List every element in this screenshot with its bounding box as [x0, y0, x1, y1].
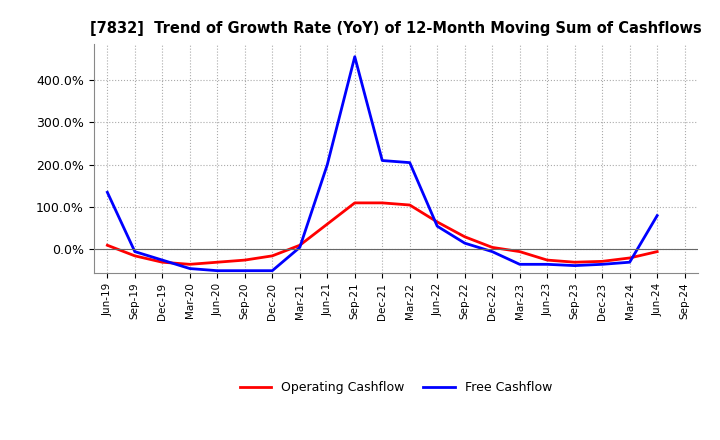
- Operating Cashflow: [103, 242, 112, 248]
- Legend: Operating Cashflow, Free Cashflow: Operating Cashflow, Free Cashflow: [235, 376, 557, 399]
- Free Cashflow: [488, 249, 497, 254]
- Free Cashflow: [130, 249, 139, 254]
- Operating Cashflow: [268, 253, 276, 258]
- Free Cashflow: [351, 54, 359, 59]
- Operating Cashflow: [570, 260, 579, 265]
- Free Cashflow: [103, 190, 112, 195]
- Free Cashflow: [240, 268, 249, 273]
- Free Cashflow: [405, 160, 414, 165]
- Free Cashflow: [186, 266, 194, 271]
- Free Cashflow: [295, 245, 304, 250]
- Operating Cashflow: [323, 221, 332, 227]
- Free Cashflow: [460, 241, 469, 246]
- Operating Cashflow: [378, 200, 387, 205]
- Operating Cashflow: [213, 260, 222, 265]
- Line: Free Cashflow: Free Cashflow: [107, 57, 657, 271]
- Operating Cashflow: [543, 257, 552, 263]
- Free Cashflow: [653, 213, 662, 218]
- Title: [7832]  Trend of Growth Rate (YoY) of 12-Month Moving Sum of Cashflows: [7832] Trend of Growth Rate (YoY) of 12-…: [90, 21, 702, 36]
- Free Cashflow: [323, 162, 332, 167]
- Operating Cashflow: [130, 253, 139, 258]
- Operating Cashflow: [460, 234, 469, 239]
- Free Cashflow: [433, 224, 441, 229]
- Operating Cashflow: [516, 249, 524, 254]
- Operating Cashflow: [405, 202, 414, 208]
- Free Cashflow: [543, 262, 552, 267]
- Operating Cashflow: [351, 200, 359, 205]
- Operating Cashflow: [240, 257, 249, 263]
- Free Cashflow: [570, 263, 579, 268]
- Operating Cashflow: [158, 260, 166, 265]
- Line: Operating Cashflow: Operating Cashflow: [107, 203, 657, 264]
- Free Cashflow: [268, 268, 276, 273]
- Free Cashflow: [378, 158, 387, 163]
- Operating Cashflow: [433, 219, 441, 224]
- Free Cashflow: [158, 257, 166, 263]
- Free Cashflow: [516, 262, 524, 267]
- Operating Cashflow: [488, 245, 497, 250]
- Operating Cashflow: [653, 249, 662, 254]
- Free Cashflow: [626, 260, 634, 265]
- Free Cashflow: [598, 262, 606, 267]
- Operating Cashflow: [626, 255, 634, 260]
- Operating Cashflow: [295, 242, 304, 248]
- Free Cashflow: [213, 268, 222, 273]
- Operating Cashflow: [598, 259, 606, 264]
- Operating Cashflow: [186, 262, 194, 267]
